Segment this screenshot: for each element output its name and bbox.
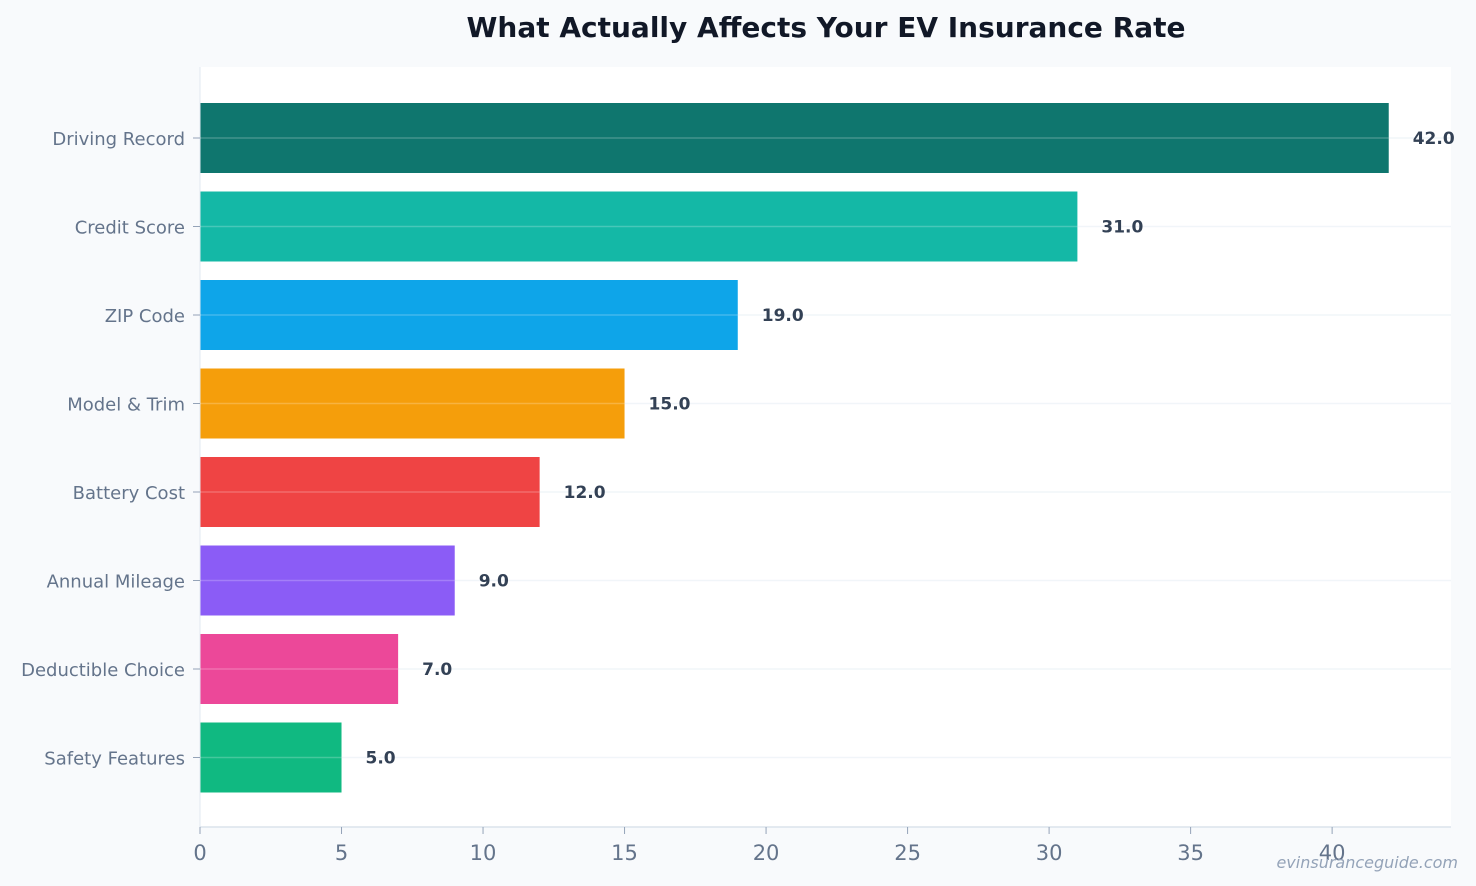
bar-annual-mileage xyxy=(200,545,455,616)
category-label-zip-code: ZIP Code xyxy=(105,306,185,327)
x-tick-label-30: 30 xyxy=(1036,841,1063,865)
value-label-deductible-choice: 7.0 xyxy=(422,660,452,680)
x-tick-label-35: 35 xyxy=(1177,841,1204,865)
bar-driving-record xyxy=(200,103,1389,173)
value-label-battery-cost: 12.0 xyxy=(564,483,606,503)
category-labels: Driving Record Credit Score ZIP Code Model … xyxy=(21,129,200,770)
category-label-credit-score: Credit Score xyxy=(75,218,185,239)
value-label-driving-record: 42.0 xyxy=(1413,129,1455,149)
bar-deductible-choice xyxy=(200,634,399,704)
bar-model-trim xyxy=(200,368,625,439)
value-label-zip-code: 19.0 xyxy=(762,306,804,326)
category-label-model-trim: Model & Trim xyxy=(67,395,185,416)
category-label-deductible-choice: Deductible Choice xyxy=(21,660,185,681)
x-tick-label-15: 15 xyxy=(611,841,638,865)
category-label-safety-features: Safety Features xyxy=(44,749,185,770)
bar-battery-cost xyxy=(200,457,540,527)
bar-safety-features xyxy=(200,722,342,793)
bar-credit-score xyxy=(200,191,1078,262)
watermark: evinsuranceguide.com xyxy=(1276,853,1458,872)
bar-zip-code xyxy=(200,280,738,350)
category-label-annual-mileage: Annual Mileage xyxy=(47,572,185,593)
x-tick-label-0: 0 xyxy=(193,841,206,865)
x-axis-ticks: 0 5 10 15 20 25 30 35 40 xyxy=(193,827,1345,865)
x-tick-label-10: 10 xyxy=(470,841,497,865)
chart-title: What Actually Affects Your EV Insurance … xyxy=(467,11,1186,44)
x-tick-label-5: 5 xyxy=(335,841,348,865)
value-labels: 42.0 31.0 19.0 15.0 12.0 9.0 7.0 5.0 xyxy=(366,129,1455,769)
grid-overlay xyxy=(200,137,1389,759)
plot-area xyxy=(200,67,1451,827)
x-tick-label-40: 40 xyxy=(1319,841,1346,865)
category-label-battery-cost: Battery Cost xyxy=(73,483,185,504)
x-tick-label-20: 20 xyxy=(753,841,780,865)
value-label-safety-features: 5.0 xyxy=(366,749,396,769)
bars xyxy=(200,103,1389,793)
category-label-driving-record: Driving Record xyxy=(52,129,185,150)
value-label-annual-mileage: 9.0 xyxy=(479,572,509,592)
value-label-model-trim: 15.0 xyxy=(649,395,691,415)
value-label-credit-score: 31.0 xyxy=(1101,218,1143,238)
x-tick-label-25: 25 xyxy=(894,841,921,865)
